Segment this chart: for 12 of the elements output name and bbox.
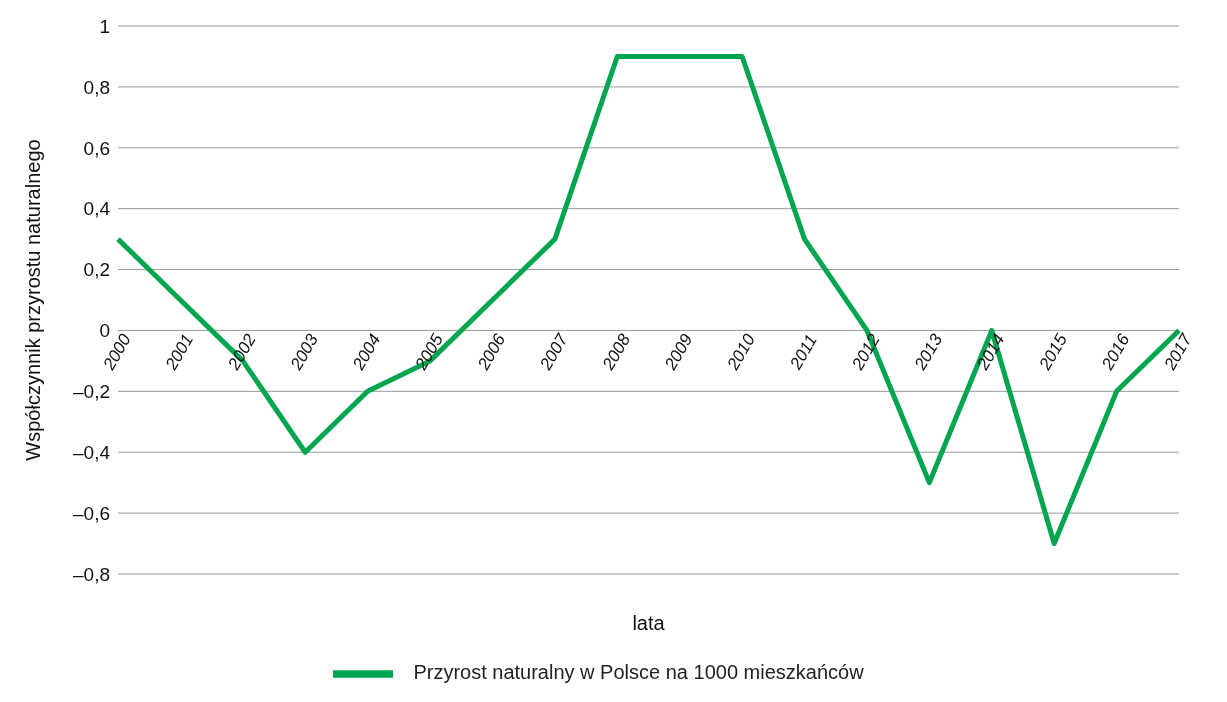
y-tick-label: –0,4	[73, 441, 111, 463]
y-tick-label: 0,4	[83, 198, 111, 220]
x-axis-title: lata	[632, 612, 666, 634]
y-tick-label: 0,8	[83, 76, 110, 98]
y-tick-label: 1	[99, 15, 110, 37]
y-tick-label: 0,2	[83, 259, 110, 281]
y-tick-label: –0,6	[73, 502, 110, 524]
legend-label: Przyrost naturalny w Polsce na 1000 mieszkańców	[413, 661, 864, 684]
y-axis-title: Współczynnik przyrostu naturalnego	[22, 139, 45, 461]
y-tick-label: 0,6	[83, 137, 110, 159]
y-tick-label: –0,2	[73, 381, 110, 403]
y-tick-label: –0,8	[73, 563, 110, 585]
